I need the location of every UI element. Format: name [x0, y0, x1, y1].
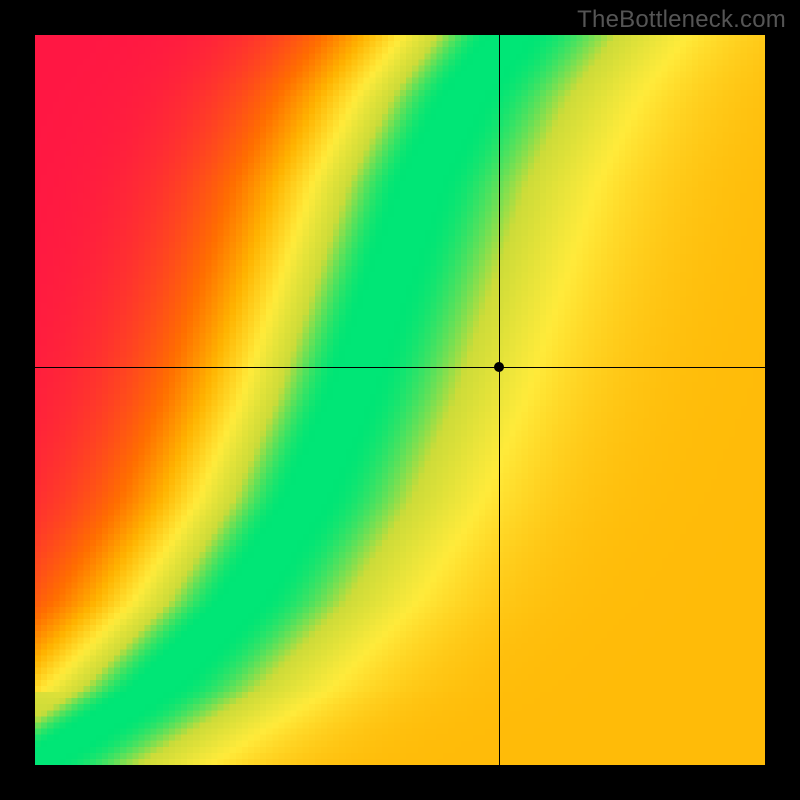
chart-container: TheBottleneck.com — [0, 0, 800, 800]
plot-area — [35, 35, 765, 765]
heatmap-canvas — [35, 35, 765, 765]
crosshair-marker — [494, 362, 504, 372]
watermark-text: TheBottleneck.com — [577, 6, 786, 34]
crosshair-vertical — [499, 35, 500, 765]
crosshair-horizontal — [35, 367, 765, 368]
